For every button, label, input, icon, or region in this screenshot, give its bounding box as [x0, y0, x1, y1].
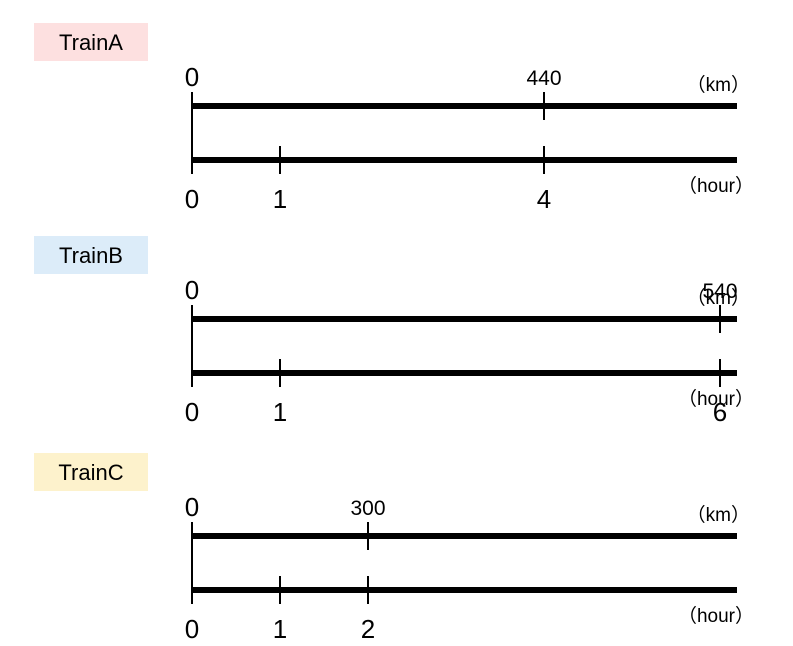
train-a-time-tick-label: 0	[185, 184, 199, 214]
train-b-distance-unit: （km）	[687, 287, 750, 309]
train-b-time-tick-label: 1	[273, 397, 287, 427]
train-b-time-unit: （hour）	[678, 388, 754, 410]
train-b-distance-tick-label: 540	[702, 280, 737, 303]
train-c-time-tick-label: 0	[185, 614, 199, 644]
train-c-label: TrainC	[58, 460, 123, 485]
train-a-label: TrainA	[59, 30, 123, 55]
train-a-distance-unit: （km）	[687, 74, 750, 96]
train-b-time-tick-label: 0	[185, 397, 199, 427]
train-a-distance-tick-label: 0	[185, 62, 199, 92]
train-a-distance-tick-label: 440	[526, 67, 561, 90]
train-c-distance-unit: （km）	[687, 504, 750, 526]
train-c-time-tick-label: 1	[273, 614, 287, 644]
train-a-label-box	[34, 23, 148, 61]
train-c-distance-tick-label: 0	[185, 492, 199, 522]
train-a-time-tick-label: 1	[273, 184, 287, 214]
train-b-label: TrainB	[59, 243, 123, 268]
train-c-distance-tick-label: 300	[350, 497, 385, 520]
train-c-time-unit: （hour）	[678, 605, 754, 627]
train-c-label-box	[34, 453, 148, 491]
train-b-time-tick-label: 6	[713, 397, 727, 427]
train-b-label-box	[34, 236, 148, 274]
train-c-time-tick-label: 2	[361, 614, 375, 644]
train-b-distance-tick-label: 0	[185, 275, 199, 305]
train-a-time-tick-label: 4	[537, 184, 551, 214]
train-a-time-unit: （hour）	[678, 175, 754, 197]
